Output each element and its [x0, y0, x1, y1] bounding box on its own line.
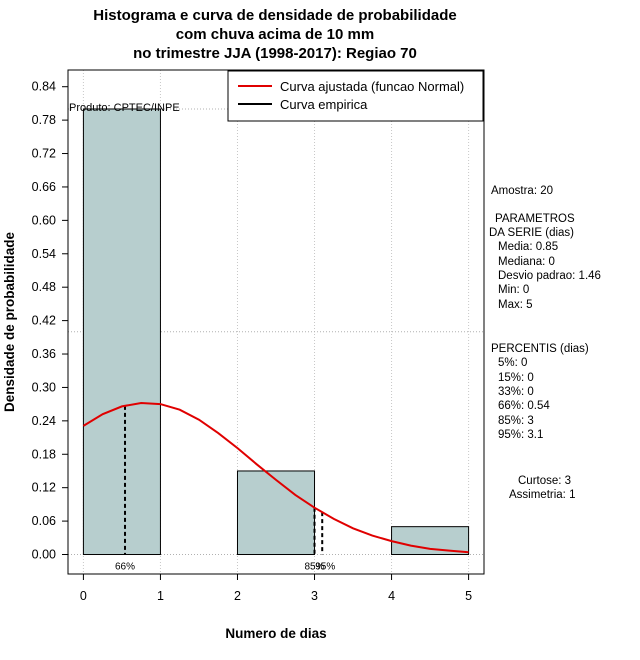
percentil-66: 66%: 0.54 [498, 400, 550, 412]
y-tick-label: 0.24 [32, 414, 56, 428]
y-axis-title: Densidade de probabilidade [2, 231, 17, 412]
y-tick-label: 0.36 [32, 347, 56, 361]
y-tick-label: 0.18 [32, 447, 56, 461]
param-desvio: Desvio padrao: 1.46 [498, 270, 601, 282]
legend-empirical-label: Curva empirica [280, 97, 368, 112]
y-tick-label: 0.54 [32, 247, 56, 261]
y-tick-label: 0.72 [32, 147, 56, 161]
percentile-marker-label: 66% [115, 562, 135, 573]
legend-box [227, 70, 484, 122]
x-axis-title: Numero de dias [225, 626, 326, 641]
x-tick-label: 1 [157, 589, 164, 603]
x-tick-label: 2 [234, 589, 241, 603]
param-media: Media: 0.85 [498, 241, 558, 253]
y-tick-label: 0.60 [32, 213, 56, 227]
y-tick-label: 0.84 [32, 80, 56, 94]
y-tick-label: 0.30 [32, 380, 56, 394]
percentil-33: 33%: 0 [498, 386, 534, 398]
params-title-1: PARAMETROS [495, 213, 575, 225]
param-mediana: Mediana: 0 [498, 256, 555, 268]
producer-label: Produto: CPTEC/INPE [69, 102, 180, 114]
percentil-85: 85%: 3 [498, 415, 534, 427]
percentil-15: 15%: 0 [498, 372, 534, 384]
legend-fitted-label: Curva ajustada (funcao Normal) [280, 79, 464, 94]
y-tick-label: 0.78 [32, 113, 56, 127]
param-max: Max: 5 [498, 299, 533, 311]
chart-title-line-2: com chuva acima de 10 mm [176, 26, 374, 43]
percentile-marker-layer: 66% 85%95% [115, 405, 335, 573]
x-tick-label: 4 [388, 589, 395, 603]
histogram-bar [236, 470, 316, 556]
assimetria: Assimetria: 1 [509, 489, 575, 501]
params-title-2: DA SERIE (dias) [489, 227, 574, 239]
y-tick-label: 0.66 [32, 180, 56, 194]
tick-layer: 0 1 2 3 4 5 0.00 0.06 0.12 0.18 0.24 0.30 0.36 0.42 0.… [32, 80, 472, 603]
x-tick-label: 3 [311, 589, 318, 603]
x-tick-label: 0 [80, 589, 87, 603]
legend: Curva ajustada (funcao Normal) Curva emp… [227, 70, 484, 122]
percentil-95: 95%: 3.1 [498, 429, 543, 441]
sample-size: Amostra: 20 [491, 185, 553, 197]
param-min: Min: 0 [498, 284, 529, 296]
chart-title-line-3: no trimestre JJA (1998-2017): Regiao 70 [133, 45, 417, 62]
chart-title-line-1: Histograma e curva de densidade de proba… [93, 7, 456, 24]
x-tick-label: 5 [465, 589, 472, 603]
curtose: Curtose: 3 [518, 475, 571, 487]
plot-frame [67, 69, 485, 575]
y-tick-label: 0.42 [32, 314, 56, 328]
percentil-5: 5%: 0 [498, 357, 527, 369]
y-tick-label: 0.48 [32, 280, 56, 294]
percentis-title: PERCENTIS (dias) [491, 343, 589, 355]
fitted-normal-curve [82, 401, 469, 554]
bar-layer [82, 108, 470, 556]
percentile-marker-label: 95% [315, 562, 335, 573]
y-tick-label: 0.00 [32, 548, 56, 562]
percentile-marker-label: 85% [305, 562, 325, 573]
y-tick-label: 0.06 [32, 514, 56, 528]
statistics-panel: Amostra: 20 PARAMETROS DA SERIE (dias) M… [489, 185, 601, 501]
histogram-bar [82, 108, 161, 556]
curve-layer [82, 401, 469, 554]
y-tick-label: 0.12 [32, 481, 56, 495]
